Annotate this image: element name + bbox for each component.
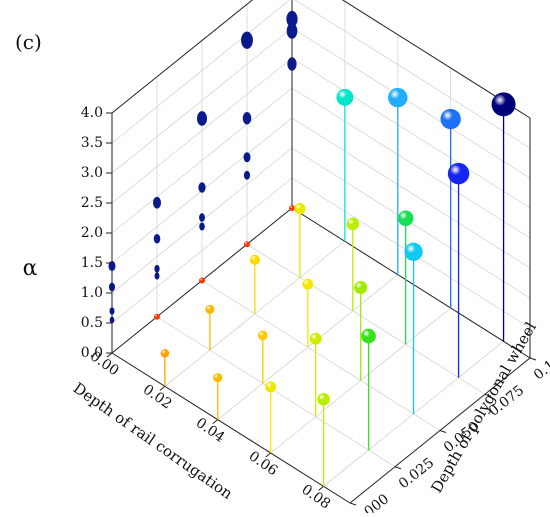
data-point	[294, 202, 306, 215]
wall-projection-marker	[287, 57, 297, 71]
panel-label: (c)	[15, 30, 42, 54]
wall-projection-marker	[196, 111, 208, 126]
data-point	[354, 280, 368, 295]
wall-projection-marker	[243, 152, 251, 163]
tick-labels: 0.0 0.5 1.0 1.5 2.0 2.5 3.0 3.5 4.0 0.00 0.02 0.04 0…	[81, 105, 550, 517]
x-tick-label: 0.00	[87, 348, 122, 379]
y-axis-label: Depth of polygonal wheel	[427, 319, 540, 496]
data-point	[397, 210, 414, 227]
z-tick-label: 2.0	[81, 225, 103, 241]
data-point	[302, 278, 314, 290]
data-point	[160, 349, 170, 358]
data-point	[491, 92, 516, 117]
wall-projection-marker	[109, 316, 115, 324]
data-point	[257, 330, 268, 341]
data-point	[249, 254, 260, 265]
z-tick-label: 0.5	[81, 315, 103, 331]
x-tick-label: 0.04	[193, 415, 228, 446]
x-tick-label: 0.08	[298, 482, 333, 513]
wall-projection-marker	[153, 233, 161, 244]
data-point	[336, 88, 354, 106]
wall-projection-marker	[241, 31, 253, 49]
data-point	[244, 241, 250, 248]
wall-projection-marker	[199, 213, 205, 222]
z-tick-label: 2.5	[81, 195, 103, 211]
data-point	[447, 162, 470, 185]
wall-projection-marker	[109, 307, 115, 315]
wall-projection-marker	[286, 23, 298, 39]
z-tick-label: 4.0	[81, 105, 103, 121]
wall-projection-marker	[152, 196, 162, 209]
z-tick-label: 1.0	[81, 285, 103, 301]
wall-projection-marker	[243, 170, 251, 180]
data-point	[289, 205, 295, 211]
data-point	[317, 393, 330, 406]
wall-projection-marker	[154, 264, 160, 273]
data-point	[265, 381, 277, 393]
z-tick-label: 1.5	[81, 255, 103, 271]
z-tick-label: 3.0	[81, 165, 103, 181]
data-point	[404, 242, 423, 261]
wall-projection-marker	[108, 260, 116, 272]
x-tick-label: 0.06	[246, 448, 281, 479]
data-point	[213, 373, 223, 383]
data-points	[154, 87, 516, 406]
data-point	[361, 328, 376, 344]
stem-lines	[164, 97, 505, 487]
wall-projection-marker	[154, 272, 160, 280]
z-tick-label: 0.0	[81, 345, 103, 361]
data-point	[154, 313, 160, 320]
wall-projection-marker	[108, 282, 116, 292]
z-axis-label: α	[23, 256, 38, 281]
data-point	[346, 217, 360, 231]
data-point	[205, 304, 215, 314]
z-tick-label: 3.5	[81, 135, 103, 151]
y-tick-label: 0.100	[531, 346, 550, 383]
projection-markers	[108, 10, 298, 324]
x-tick-label: 0.02	[140, 382, 175, 413]
data-point	[388, 87, 408, 108]
wall-projection-marker	[198, 182, 206, 193]
wall-projection-marker	[242, 112, 252, 125]
wall-projection-marker	[286, 10, 298, 28]
wall-projection-marker	[199, 222, 205, 231]
data-point	[199, 277, 205, 284]
y-tick-label: 0.000	[351, 491, 392, 513]
data-point	[309, 332, 322, 345]
data-point	[440, 108, 461, 130]
